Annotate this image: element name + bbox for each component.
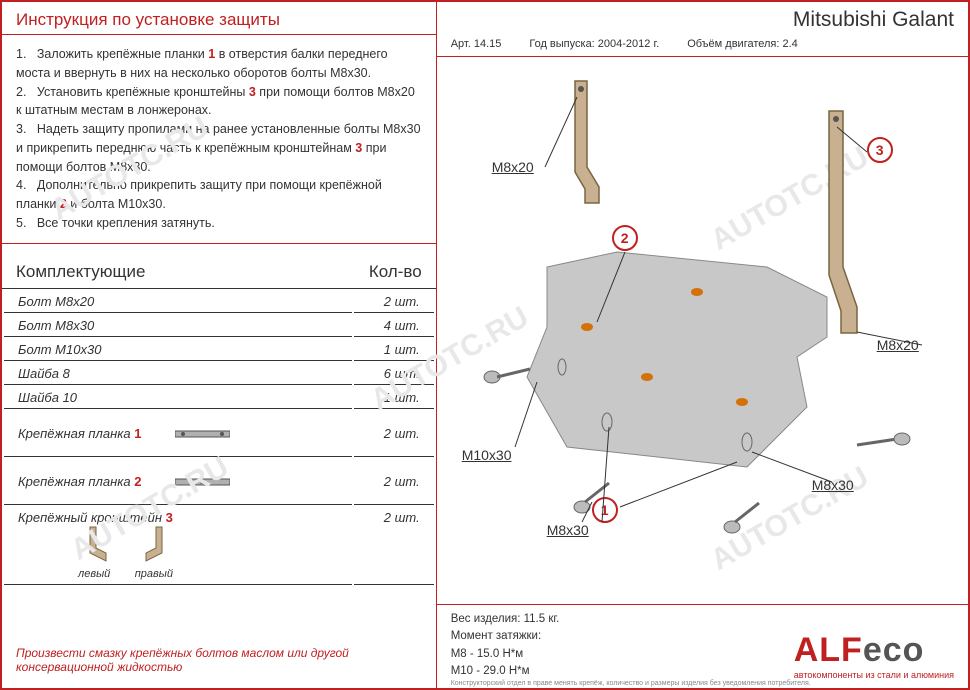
bolt-label-m8x20: М8х20: [492, 159, 534, 175]
table-row: Крепёжный кронштейн 3 левый правый 2 шт.: [4, 507, 434, 585]
bolt-icon: [717, 497, 767, 537]
logo-block: ALFeco автокомпоненты из стали и алюмини…: [794, 631, 954, 680]
specs: Вес изделия: 11.5 кг. Момент затяжки: М8…: [451, 611, 560, 680]
part-qty: 4 шт.: [354, 315, 434, 337]
table-row: Шайба 86 шт.: [4, 363, 434, 385]
parts-header-qty: Кол-во: [369, 262, 422, 282]
instruction-step: 5. Все точки крепления затянуть.: [16, 214, 422, 233]
bracket-diagram-left: [557, 77, 607, 207]
footer-note: Произвести смазку крепёжных болтов масло…: [2, 636, 436, 688]
part-name: Болт М8х20: [4, 291, 352, 313]
part-name: Шайба 8: [4, 363, 352, 385]
spec-torque-label: Момент затяжки:: [451, 628, 560, 645]
table-row: Болт М8х304 шт.: [4, 315, 434, 337]
engine-volume: Объём двигателя: 2.4: [687, 38, 798, 50]
part-qty: 2 шт.: [354, 291, 434, 313]
table-row: Крепёжная планка 2 2 шт.: [4, 459, 434, 505]
right-column: Mitsubishi Galant Арт. 14.15 Год выпуска…: [437, 2, 968, 688]
part-name: Крепёжный кронштейн 3 левый правый: [4, 507, 352, 585]
left-column: Инструкция по установке защиты 1. Заложи…: [2, 2, 437, 688]
bracket-left-icon: [84, 525, 118, 565]
bracket-right-icon: [134, 525, 168, 565]
part-name: Болт М10х30: [4, 339, 352, 361]
instructions-body: 1. Заложить крепёжные планки 1 в отверст…: [2, 35, 436, 244]
part-name: Крепёжная планка 2: [4, 459, 352, 505]
right-footer: Вес изделия: 11.5 кг. Момент затяжки: М8…: [437, 604, 968, 682]
table-row: Болт М8х202 шт.: [4, 291, 434, 313]
part-qty: 2 шт.: [354, 507, 434, 585]
part-name: Крепёжная планка 1: [4, 411, 352, 457]
instructions-title: Инструкция по установке защиты: [2, 2, 436, 35]
product-title: Mitsubishi Galant: [437, 2, 968, 34]
part-qty: 1 шт.: [354, 339, 434, 361]
table-row: Крепёжная планка 1 2 шт.: [4, 411, 434, 457]
parts-header-name: Комплектующие: [16, 262, 145, 282]
callout-1: 1: [592, 497, 618, 523]
bolt-label-m8x30: М8х30: [547, 522, 589, 538]
product-meta: Арт. 14.15 Год выпуска: 2004-2012 г. Объ…: [437, 34, 968, 56]
part-name: Шайба 10: [4, 387, 352, 409]
spec-weight: Вес изделия: 11.5 кг.: [451, 611, 560, 628]
instruction-step: 4. Дополнительно прикрепить защиту при п…: [16, 176, 422, 214]
plank-icon: [175, 429, 230, 439]
bolt-icon: [482, 357, 532, 397]
callout-2: 2: [612, 225, 638, 251]
instruction-step: 3. Надеть защиту пропилами на ранее уста…: [16, 120, 422, 176]
bolt-label-m8x20: М8х20: [877, 337, 919, 353]
diagram: 2 3 1 М8х20 М8х20 М10х30 М8х30 М8х30: [437, 57, 968, 537]
part-qty: 1 шт.: [354, 387, 434, 409]
logo-subtitle: автокомпоненты из стали и алюминия: [794, 670, 954, 680]
parts-table: Болт М8х202 шт. Болт М8х304 шт. Болт М10…: [2, 289, 436, 587]
document-page: AUTOTC.RU AUTOTC.RU AUTOTC.RU AUTOTC.RU …: [0, 0, 970, 690]
logo: ALFeco: [794, 631, 954, 670]
plank-icon: [175, 477, 230, 487]
spec-torque-m8: М8 - 15.0 Н*м: [451, 646, 560, 663]
part-name: Болт М8х30: [4, 315, 352, 337]
table-row: Болт М10х301 шт.: [4, 339, 434, 361]
article-number: Арт. 14.15: [451, 38, 502, 50]
spec-torque-m10: М10 - 29.0 Н*м: [451, 663, 560, 680]
part-qty: 2 шт.: [354, 411, 434, 457]
instruction-step: 1. Заложить крепёжные планки 1 в отверст…: [16, 45, 422, 83]
callout-3: 3: [867, 137, 893, 163]
part-qty: 6 шт.: [354, 363, 434, 385]
year-range: Год выпуска: 2004-2012 г.: [529, 38, 659, 50]
part-qty: 2 шт.: [354, 459, 434, 505]
bolt-icon: [852, 427, 912, 457]
table-row: Шайба 101 шт.: [4, 387, 434, 409]
parts-header: Комплектующие Кол-во: [2, 244, 436, 289]
fine-print: Конструкторский отдел в праве менять кре…: [451, 680, 954, 687]
skid-plate: [517, 247, 837, 477]
bolt-label-m8x30: М8х30: [812, 477, 854, 493]
bolt-label-m10x30: М10х30: [462, 447, 512, 463]
instruction-step: 2. Установить крепёжные кронштейны 3 при…: [16, 83, 422, 121]
product-header: Mitsubishi Galant Арт. 14.15 Год выпуска…: [437, 2, 968, 57]
